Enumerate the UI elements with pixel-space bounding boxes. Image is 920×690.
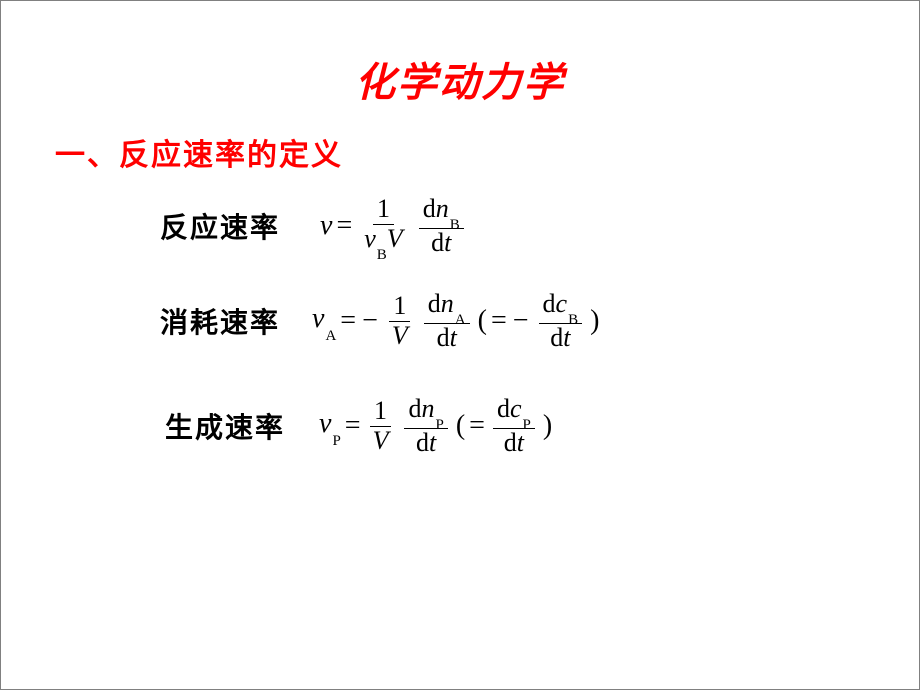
numerator-one: 1 [373, 195, 394, 225]
symbol-nu: ν [364, 224, 376, 253]
symbol-c: c [556, 289, 568, 318]
equation-consumption-rate: vA = − 1 V dnA dt ( = − dcB dt ) [312, 290, 599, 352]
equation-production-rate: vP = 1 V dnP dt ( = dcP dt ) [319, 395, 552, 457]
symbol-equals: = [336, 210, 352, 242]
numerator-dcP: dcP [493, 395, 535, 429]
label-reaction-rate: 反应速率 [160, 206, 300, 246]
symbol-d: d [428, 289, 441, 318]
symbol-lparen: ( [456, 410, 465, 442]
subscript-P: P [522, 417, 530, 433]
denom-nuBV: νBV [360, 225, 406, 258]
equation-row-consumption-rate: 消耗速率 vA = − 1 V dnA dt ( = − dcB dt ) [160, 290, 599, 352]
symbol-vP: vP [319, 408, 341, 444]
fraction-dnP-dt: dnP dt [404, 395, 447, 457]
fraction-dcB-dt: dcB dt [539, 290, 583, 352]
fraction-dnA-dt: dnA dt [424, 290, 470, 352]
symbol-c: c [510, 394, 522, 423]
symbol-V: V [387, 224, 403, 253]
symbol-equals: = [340, 305, 356, 337]
equation-reaction-rate: v = 1 νBV dnB dt [320, 195, 468, 257]
denom-V: V [369, 427, 393, 456]
subscript-A: A [455, 312, 466, 328]
symbol-v: v [320, 210, 332, 242]
symbol-equals: = [491, 305, 507, 337]
symbol-n: n [421, 394, 434, 423]
subscript-P: P [332, 433, 340, 449]
symbol-d: d [431, 228, 444, 257]
numerator-one: 1 [370, 397, 391, 427]
fraction-coeff: 1 νBV [360, 195, 406, 257]
denom-V: V [388, 322, 412, 351]
subscript-P: P [435, 417, 443, 433]
symbol-v: v [312, 303, 324, 334]
fraction-1V: 1 V [388, 292, 412, 350]
equation-row-reaction-rate: 反应速率 v = 1 νBV dnB dt [160, 195, 468, 257]
symbol-d: d [408, 394, 421, 423]
symbol-d: d [550, 323, 563, 352]
symbol-equals: = [345, 410, 361, 442]
symbol-minus: − [513, 305, 529, 337]
section-heading: 一、反应速率的定义 [55, 130, 343, 174]
symbol-d: d [437, 323, 450, 352]
subscript-B: B [450, 217, 460, 233]
equation-row-production-rate: 生成速率 vP = 1 V dnP dt ( = dcP dt ) [165, 395, 552, 457]
numerator-dnB: dnB [419, 195, 464, 229]
numerator-dnP: dnP [404, 395, 447, 429]
symbol-d: d [423, 194, 436, 223]
fraction-dnb-dt: dnB dt [419, 195, 464, 257]
symbol-n: n [436, 194, 449, 223]
subscript-B: B [377, 247, 387, 263]
numerator-dnA: dnA [424, 290, 470, 324]
symbol-lparen: ( [478, 305, 487, 337]
label-consumption-rate: 消耗速率 [160, 301, 300, 341]
page-title: 化学动力学 [0, 50, 920, 108]
symbol-d: d [416, 428, 429, 457]
symbol-d: d [497, 394, 510, 423]
subscript-A: A [325, 328, 336, 344]
symbol-rparen: ) [590, 305, 599, 337]
numerator-one: 1 [389, 292, 410, 322]
fraction-dcP-dt: dcP dt [493, 395, 535, 457]
symbol-rparen: ) [543, 410, 552, 442]
label-production-rate: 生成速率 [165, 406, 305, 446]
symbol-d: d [504, 428, 517, 457]
fraction-1V: 1 V [369, 397, 393, 455]
symbol-n: n [441, 289, 454, 318]
symbol-vA: vA [312, 303, 336, 339]
symbol-v: v [319, 408, 331, 439]
numerator-dcB: dcB [539, 290, 583, 324]
symbol-d: d [543, 289, 556, 318]
symbol-equals: = [469, 410, 485, 442]
symbol-minus: − [362, 305, 378, 337]
subscript-B: B [568, 312, 578, 328]
